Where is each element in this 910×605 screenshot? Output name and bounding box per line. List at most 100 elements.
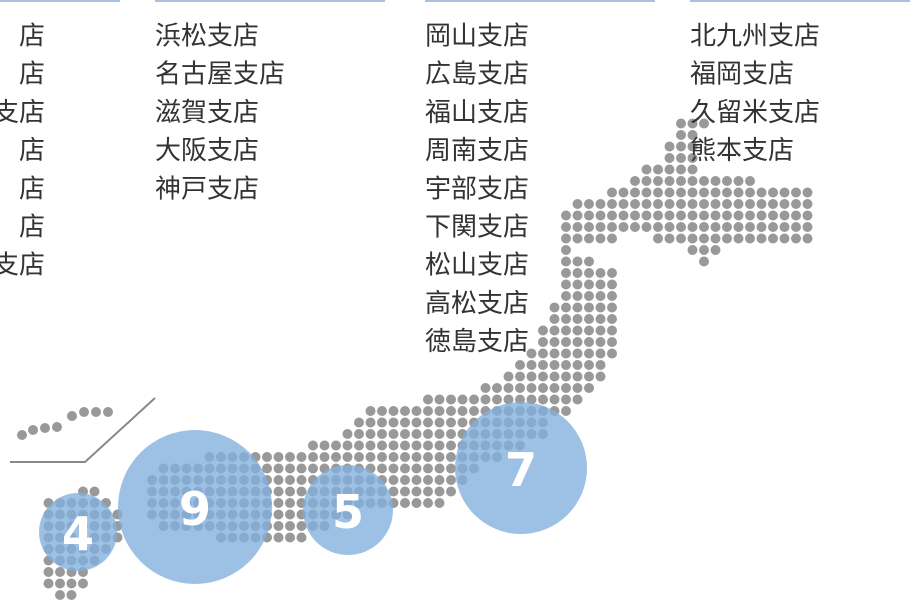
map-dot [756, 222, 767, 232]
map-dot [607, 348, 617, 359]
map-dot [676, 199, 686, 209]
map-dot [733, 187, 744, 198]
map-dot [676, 141, 686, 152]
map-dot [572, 210, 583, 221]
map-dot [572, 256, 583, 267]
map-dot [561, 233, 571, 244]
map-dot [411, 498, 422, 508]
map-dot [687, 164, 698, 175]
map-dot [434, 394, 445, 405]
map-dot [595, 268, 606, 278]
map-dot [791, 199, 801, 209]
map-dot [664, 141, 675, 152]
map-dot [423, 475, 433, 485]
map-dot [595, 210, 606, 221]
map-dot [434, 429, 445, 439]
map-dot [676, 118, 686, 129]
map-dot [779, 233, 790, 244]
map-dot [388, 486, 399, 497]
map-dot [641, 199, 652, 209]
map-dot [365, 440, 376, 451]
region-count: 5 [332, 485, 364, 539]
map-dot [411, 440, 422, 451]
branch-name: 高松支店 [425, 289, 529, 319]
map-dot [400, 498, 410, 508]
region-count: 7 [505, 443, 537, 497]
map-dot [584, 383, 594, 393]
map-dot [745, 222, 755, 232]
map-dot [768, 222, 778, 232]
map-dot [285, 475, 295, 485]
branch-name: 岡山支店 [425, 22, 529, 52]
region-count: 4 [62, 507, 94, 561]
map-dot [55, 590, 65, 600]
map-dot [664, 199, 675, 209]
map-dot [354, 440, 364, 451]
map-dot [664, 153, 675, 163]
map-dot [595, 348, 606, 359]
map-dot [676, 176, 686, 186]
map-dot [572, 279, 583, 290]
map-dot [561, 371, 571, 382]
map-dot [584, 337, 594, 347]
map-dot [664, 187, 675, 198]
map-dot [687, 118, 698, 129]
map-dot [561, 256, 571, 267]
map-dot [285, 532, 295, 543]
map-dot [434, 463, 445, 474]
map-dot [561, 210, 571, 221]
map-dot [699, 210, 709, 221]
map-dot [722, 199, 732, 209]
map-dot [641, 164, 652, 175]
map-dot [469, 406, 479, 416]
map-dot [388, 452, 399, 462]
map-dot [607, 268, 617, 278]
map-dot [687, 141, 698, 152]
map-dot [584, 279, 594, 290]
map-dot [434, 498, 445, 508]
map-dot [687, 222, 698, 232]
map-dot [365, 429, 376, 439]
map-dot [296, 532, 307, 543]
map-dot [779, 210, 790, 221]
map-dot [561, 394, 571, 405]
map-dot [561, 268, 571, 278]
map-dot [791, 187, 801, 198]
map-dot [664, 233, 675, 244]
map-dot [687, 233, 698, 244]
map-dot [319, 452, 330, 462]
map-dot [561, 245, 571, 255]
map-dot [595, 279, 606, 290]
map-dot [273, 452, 284, 462]
map-dot [526, 360, 537, 370]
map-dot [342, 440, 353, 451]
map-dot [400, 440, 410, 451]
map-dot [561, 302, 571, 313]
map-dot [434, 486, 445, 497]
map-dot [561, 360, 571, 370]
map-dot [687, 153, 698, 163]
map-dot [687, 199, 698, 209]
map-dot [733, 176, 744, 186]
map-dot [664, 176, 675, 186]
branch-name: 広島支店 [425, 60, 529, 90]
map-dot [607, 279, 617, 290]
map-dot [285, 452, 295, 462]
map-dot [607, 302, 617, 313]
map-dot [423, 486, 433, 497]
region-bubble [118, 430, 272, 584]
map-dot [733, 199, 744, 209]
map-dot [331, 452, 341, 462]
map-dot [722, 187, 732, 198]
map-dot [515, 383, 525, 393]
map-dot [273, 532, 284, 543]
map-dot [699, 233, 709, 244]
map-dot [89, 486, 100, 497]
map-dot [687, 245, 698, 255]
map-dot [434, 406, 445, 416]
map-dot [618, 210, 629, 221]
map-dot [503, 394, 514, 405]
map-dot [503, 371, 514, 382]
map-dot [630, 176, 640, 186]
map-dot [480, 383, 491, 393]
